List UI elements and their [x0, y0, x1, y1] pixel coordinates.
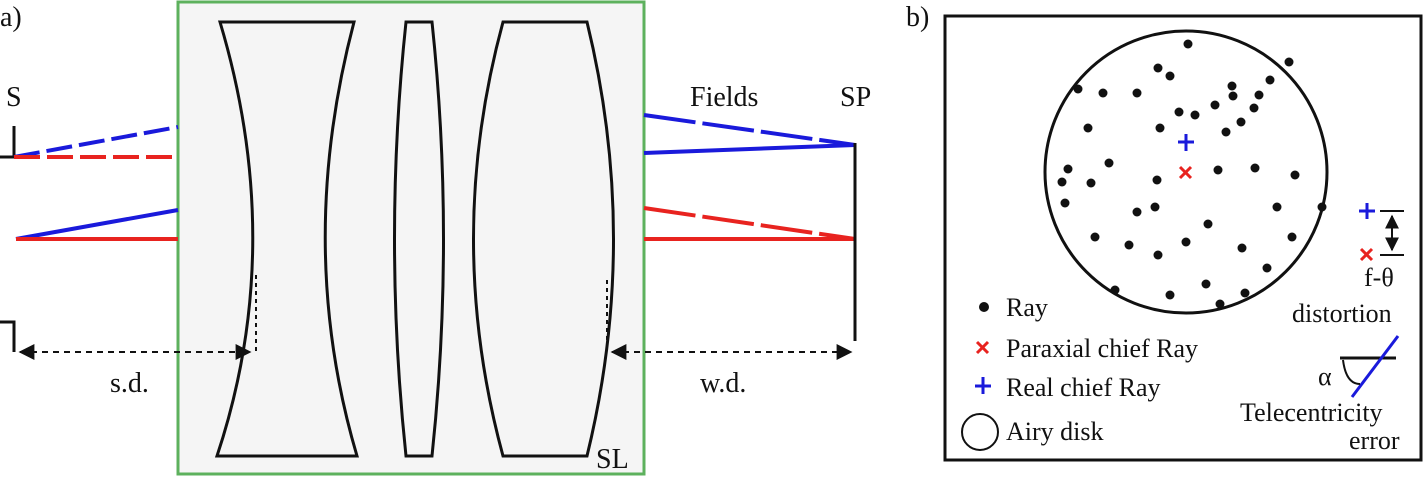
- legend-paraxial-label: Paraxial chief Ray: [1006, 334, 1198, 363]
- output-ray-blue-dashed: [643, 113, 856, 147]
- ray-dot: [1083, 123, 1093, 133]
- ray-dot: [1228, 91, 1238, 101]
- biconvex-lens: [393, 20, 445, 458]
- input-ray-blue-lower: [15, 208, 179, 241]
- meniscus-lens: [472, 20, 615, 458]
- ray-dot: [1153, 250, 1163, 260]
- ray-dot: [1060, 198, 1070, 208]
- ray-dot: [1287, 232, 1297, 242]
- ray-dot: [1272, 202, 1282, 212]
- ray-dot: [1181, 237, 1191, 247]
- panel-a-label: a): [0, 2, 22, 33]
- ray-dot: [1201, 279, 1211, 289]
- alpha-label: α: [1318, 362, 1332, 391]
- source-bottom-bracket: [0, 320, 16, 352]
- ray-dot: [1110, 285, 1120, 295]
- ray-dot: [1190, 110, 1200, 120]
- legend-airy-label: Airy disk: [1006, 417, 1104, 446]
- legend-airy-circle: [961, 413, 999, 451]
- lens-label: SL: [596, 444, 629, 475]
- ray-dot: [1210, 100, 1220, 110]
- f-theta-label-line1: f-θ: [1364, 263, 1394, 292]
- legend-ray-dot: [979, 302, 989, 312]
- ray-dot: [1063, 164, 1073, 174]
- ray-dot: [1153, 63, 1163, 73]
- ray-dot: [1104, 158, 1114, 168]
- ray-dot: [1155, 123, 1165, 133]
- legend-paraxial-cross: [975, 340, 990, 355]
- ray-dot: [1221, 127, 1231, 137]
- ray-dot: [1254, 90, 1264, 100]
- input-ray-blue-upper: [13, 125, 179, 159]
- f-theta-red-cross: [1359, 247, 1374, 262]
- ray-dot: [1086, 178, 1096, 188]
- real-chief-ray-marker: [1178, 134, 1194, 151]
- ray-dot: [1150, 202, 1160, 212]
- ray-dot: [1165, 290, 1175, 300]
- ray-dot: [1073, 84, 1083, 94]
- ray-dot: [1165, 71, 1175, 81]
- ray-dot: [1265, 75, 1275, 85]
- ray-dot: [1284, 57, 1294, 67]
- ray-dot: [1057, 177, 1067, 187]
- telecentricity-ray-line: [1350, 335, 1400, 398]
- ray-dot: [1090, 232, 1100, 242]
- ray-dot: [1262, 263, 1272, 273]
- f-theta-blue-plus: [1359, 203, 1375, 219]
- alpha-arc: [1342, 359, 1361, 385]
- ray-dots: [1057, 39, 1327, 309]
- scan-plane-label: SP: [840, 82, 871, 113]
- legend-ray-label: Ray: [1006, 293, 1048, 322]
- ray-dot: [1317, 202, 1327, 212]
- ray-dot: [1240, 288, 1250, 298]
- telecentricity-label-line1: Telecentricity: [1240, 398, 1383, 427]
- telecentricity-label-line2: error: [1349, 426, 1400, 455]
- ray-dot: [1236, 117, 1246, 127]
- ray-dot: [1250, 163, 1260, 173]
- ray-dot: [1098, 88, 1108, 98]
- scan-distance-label: s.d.: [110, 368, 149, 399]
- ray-dot: [1183, 39, 1193, 49]
- concave-lens: [214, 20, 360, 458]
- ray-dot: [1152, 175, 1162, 185]
- working-distance-label: w.d.: [700, 368, 746, 399]
- ray-dot: [1290, 170, 1300, 180]
- fields-label: Fields: [690, 82, 758, 113]
- legend-real-plus: [975, 377, 991, 394]
- spot-diagram-frame: [943, 14, 1423, 462]
- source-top-bracket: [0, 126, 16, 159]
- ray-dot: [1249, 103, 1259, 113]
- ray-dot: [1132, 207, 1142, 217]
- legend-real-label: Real chief Ray: [1006, 373, 1161, 402]
- ray-dot: [1237, 243, 1247, 253]
- ray-dot: [1213, 165, 1223, 175]
- panel-b-label: b): [906, 2, 929, 33]
- ray-dot: [1124, 240, 1134, 250]
- output-ray-blue-solid: [643, 143, 856, 155]
- ray-dot: [1203, 219, 1213, 229]
- ray-dot: [1132, 88, 1142, 98]
- ray-dot: [1215, 299, 1225, 309]
- ray-dot: [1174, 107, 1184, 117]
- f-theta-label-line2: distortion: [1292, 299, 1392, 328]
- output-ray-red-dashed: [643, 206, 856, 241]
- source-label: S: [6, 82, 22, 113]
- paraxial-chief-ray-marker: [1178, 165, 1193, 180]
- ray-dot: [1227, 81, 1237, 91]
- airy-disk-circle: [1043, 29, 1329, 315]
